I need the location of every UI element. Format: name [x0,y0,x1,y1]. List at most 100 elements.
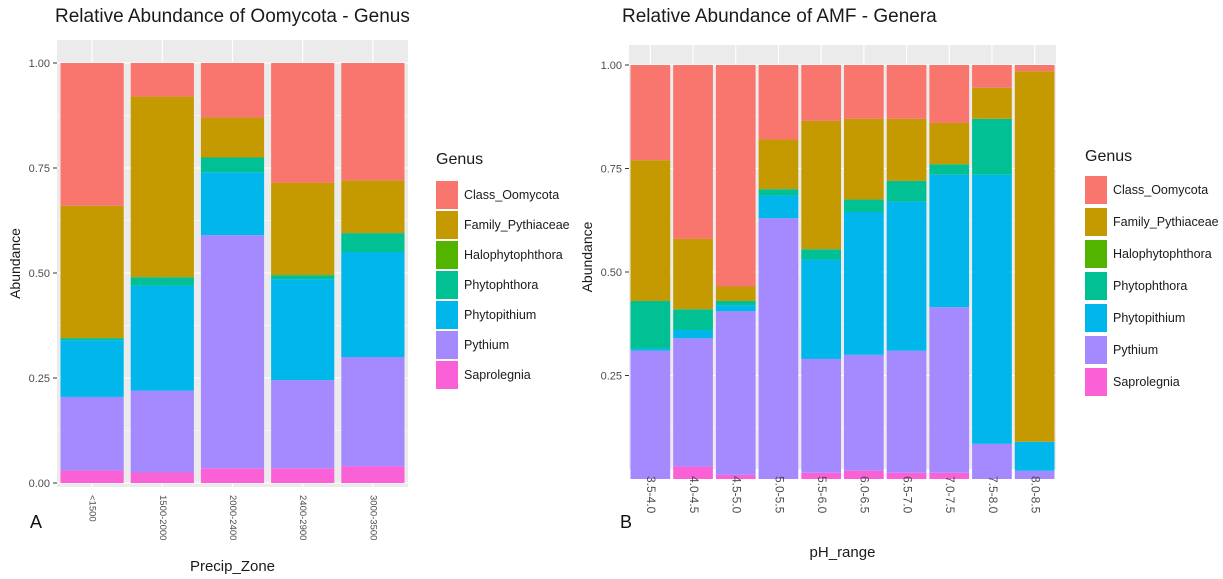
y-tick-label: 0.25 [29,373,50,385]
legend-swatch [1085,336,1107,364]
legend-item: Pythium [436,330,509,360]
x-tick-label: 5.0-5.5 [772,476,786,514]
bar-segment [929,65,970,123]
bar-segment [200,157,265,173]
y-axis-title: Abundance [7,228,23,299]
bar-segment [630,350,671,479]
legend-swatch [1085,272,1107,300]
bar-segment [715,311,756,475]
bar-segment [972,174,1012,444]
legend-swatch [436,181,458,209]
bar-segment [972,118,1012,175]
y-tick-label: 0.50 [29,268,50,280]
bar-segment [1014,71,1055,442]
legend-label: Pythium [1113,343,1159,357]
legend-label: Class_Oomycota [1113,183,1209,197]
legend-swatch [436,361,458,389]
legend-item: Phytophthora [1085,271,1187,301]
chart-panel-b: Relative Abundance of AMF - Genera 3.5-4… [579,0,1223,579]
bar-segment [843,211,884,355]
legend-item: Phytopithium [1085,303,1185,333]
legend-label: Saprolegnia [1113,375,1180,389]
bar-segment [715,474,756,479]
legend-swatch [1085,368,1107,396]
legend-label: Family_Pythiaceae [464,218,570,232]
legend-item: Saprolegnia [436,360,531,390]
bar-segment [673,65,713,239]
panel-letter: B [620,512,633,532]
bar-segment [341,233,405,252]
legend-swatch [1085,208,1107,236]
bar-segment [758,65,799,140]
x-tick-label: 7.0-7.5 [943,476,957,514]
legend-title: Genus [1085,148,1133,165]
legend-swatch [1085,240,1107,268]
bar-segment [60,63,124,206]
bar-segment [60,396,124,471]
bar-segment [758,195,799,219]
bar-segment [886,65,927,119]
bar-segment [200,117,265,158]
bar-segment [341,252,405,357]
legend-label: Halophytophthora [464,248,563,262]
legend-swatch [436,331,458,359]
legend-label: Phytophthora [464,278,539,292]
bar-segment [60,205,124,339]
y-tick-label: 0.00 [29,478,50,490]
bar-segment [271,275,335,280]
legend-item: Family_Pythiaceae [1085,207,1219,237]
legend-label: Pythium [464,338,510,352]
bar-segment [271,468,335,483]
bar-segment [341,466,405,483]
legend-item: Class_Oomycota [1085,175,1208,205]
bar-segment [715,286,756,301]
bar-segment [886,201,927,351]
bar-segment [886,180,927,202]
legend-swatch [1085,176,1107,204]
bar-segment [630,160,671,301]
x-tick-label: 2400-2900 [297,495,308,540]
bar-segment [60,470,124,483]
y-tick-label: 1.00 [29,58,50,70]
bar-segment [843,118,884,200]
bar-segment [972,443,1012,479]
legend-label: Phytophthora [1113,279,1188,293]
bar-segment [801,249,842,260]
legend-swatch [436,241,458,269]
bar-segment [630,348,671,351]
bar-segment [929,472,970,479]
bar-segment [843,199,884,212]
legend-swatch [436,301,458,329]
bar-segment [715,305,756,312]
bar-segment [843,65,884,119]
bar-segment [60,338,124,341]
legend-item: Pythium [1085,335,1158,365]
legend-item: Family_Pythiaceae [436,210,570,240]
legend-label: Phytopithium [1113,311,1186,325]
bar-segment [341,357,405,467]
legend-swatch [436,211,458,239]
bar-segment [60,340,124,397]
chart-panel-a: Relative Abundance of Oomycota - Genus <… [0,0,610,579]
legend-item: Saprolegnia [1085,367,1180,397]
x-tick-label: 8.0-8.5 [1028,476,1042,514]
bar-segment [1014,65,1055,72]
bar-segment [972,65,1012,88]
legend-swatch [436,271,458,299]
bar-segment [758,139,799,190]
bar-segment [130,63,194,97]
y-axis-title: Abundance [579,221,595,292]
bar-segment [673,309,713,330]
bar-segment [801,472,842,479]
x-tick-label: 6.5-7.0 [900,476,914,514]
bar-segment [673,329,713,339]
legend-item: Halophytophthora [1085,239,1212,269]
legend-label: Phytopithium [464,308,537,322]
bar-segment [843,354,884,471]
y-tick-label: 0.75 [29,163,50,175]
bar-segment [130,277,194,286]
bar-segment [673,466,713,479]
legend-label: Halophytophthora [1113,247,1212,261]
stacked-bar-chart-b: 3.5-4.0 4.0-4.5 4.5-5.0 5.0-5.5 5.5-6.0 6.0-6… [579,45,1056,561]
x-tick-label: 4.5-5.0 [730,476,744,514]
